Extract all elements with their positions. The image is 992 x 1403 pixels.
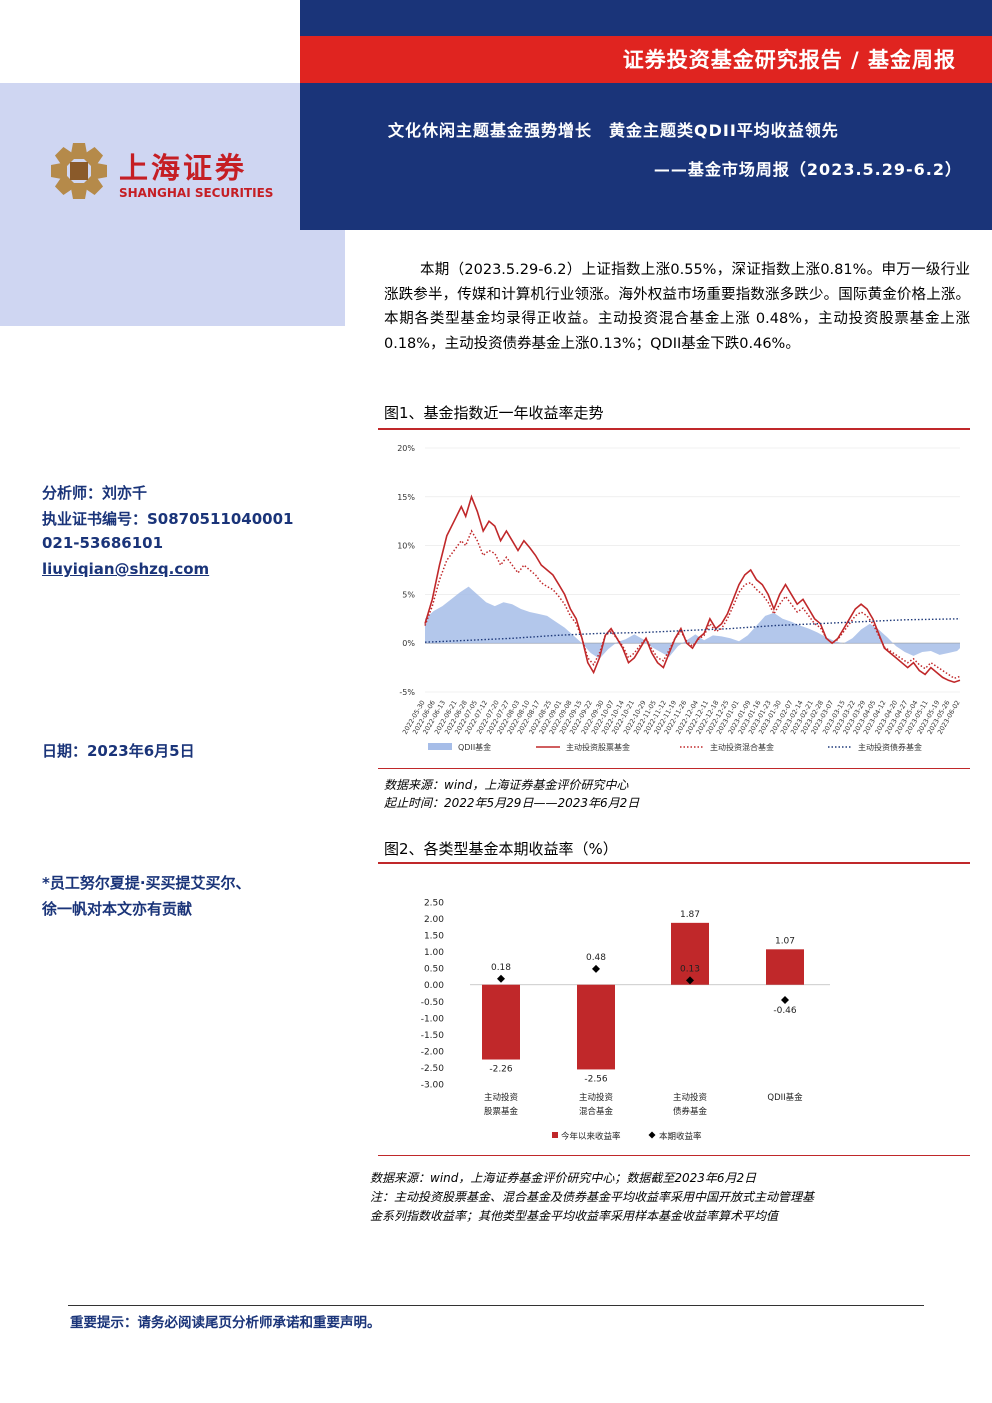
- category-label: 主动投资: [484, 1092, 519, 1103]
- y-tick-label: -3.00: [421, 1081, 445, 1091]
- category-label: 混合基金: [579, 1106, 614, 1117]
- category-label: 股票基金: [484, 1106, 519, 1117]
- fig1-bottom-rule: [378, 768, 970, 769]
- legend-label: 主动投资债券基金: [858, 742, 922, 752]
- legend-swatch-qdii: [428, 743, 452, 750]
- bar-value-label: -2.26: [489, 1065, 513, 1075]
- summary-paragraph: 本期（2023.5.29-6.2）上证指数上涨0.55%，深证指数上涨0.81%…: [384, 262, 970, 352]
- header-title-panel: [300, 83, 992, 230]
- y-tick-label: 1.50: [424, 932, 444, 942]
- marker-value-label: 0.13: [680, 964, 700, 974]
- bar-value-label: 1.87: [680, 910, 700, 920]
- fig2-note-line-2: 金系列指数收益率；其他类型基金平均收益率采用样本基金收益率算术平均值: [370, 1209, 779, 1223]
- series-line-mixed: [424, 529, 961, 680]
- marker-value-label: 0.48: [586, 953, 606, 963]
- category-label: 债券基金: [673, 1106, 708, 1117]
- bar-value-label: -2.56: [584, 1074, 608, 1084]
- y-tick-label: -2.00: [421, 1047, 445, 1057]
- bar-value-label: 1.07: [775, 936, 795, 946]
- y-tick-label: 0.50: [424, 965, 444, 975]
- y-tick-label: 20%: [397, 444, 415, 453]
- logo-name-en: SHANGHAI SECURITIES: [119, 186, 274, 200]
- marker-weekly-return: [592, 964, 600, 973]
- analyst-name: 分析师：刘亦千: [42, 484, 148, 502]
- legend-swatch-ytd: [552, 1132, 558, 1138]
- marker-weekly-return: [497, 974, 505, 983]
- legend-swatch-weekly: [648, 1131, 656, 1139]
- y-tick-label: 5%: [402, 590, 415, 599]
- company-logo-icon: [51, 143, 107, 199]
- legend-label: 主动投资混合基金: [710, 742, 774, 752]
- analyst-email-link[interactable]: liuyiqian@shzq.com: [42, 560, 210, 578]
- y-tick-label: 2.00: [424, 915, 444, 925]
- fig1-period: 起止时间：2022年5月29日——2023年6月2日: [384, 796, 640, 810]
- legend-label: 今年以来收益率: [561, 1131, 621, 1142]
- contributors-line-2: 徐一帆对本文亦有贡献: [42, 900, 193, 918]
- header-band-top: [300, 0, 992, 36]
- bar-ytd-return: [671, 922, 709, 985]
- y-tick-label: 1.00: [424, 948, 444, 958]
- report-title: 文化休闲主题基金强势增长 黄金主题类QDII平均收益领先: [388, 121, 839, 140]
- fig1-source: 数据来源：wind，上海证券基金评价研究中心: [384, 778, 629, 792]
- fig2-bottom-rule: [378, 1155, 970, 1156]
- bar-ytd-return: [577, 984, 615, 1070]
- legend-label: 本期收益率: [659, 1131, 702, 1142]
- logo-name-cn: 上海证券: [119, 151, 248, 185]
- y-tick-label: 0.00: [424, 981, 444, 991]
- y-tick-label: -0.50: [421, 998, 445, 1008]
- analyst-phone: 021-53686101: [42, 534, 164, 552]
- fig2-note-line-1: 注：主动投资股票基金、混合基金及债券基金平均收益率采用中国开放式主动管理基: [370, 1190, 815, 1204]
- contributors-line-1: *员工努尔夏提·买买提艾买尔、: [42, 874, 251, 892]
- marker-value-label: -0.46: [773, 1006, 797, 1016]
- header-red-band: [300, 36, 992, 83]
- y-tick-label: 10%: [397, 542, 415, 551]
- fig2-source: 数据来源：wind，上海证券基金评价研究中心；数据截至2023年6月2日: [370, 1171, 757, 1185]
- category-label: 主动投资: [579, 1092, 614, 1103]
- footer-disclaimer: 重要提示：请务必阅读尾页分析师承诺和重要声明。: [70, 1315, 381, 1331]
- fig1-line-chart: 20%15%10%5%0%-5%2022-05-302022-06-062022…: [397, 444, 962, 752]
- header-left-strip: [0, 230, 345, 326]
- legend-label: QDII基金: [458, 742, 491, 752]
- y-tick-label: -1.00: [421, 1014, 445, 1024]
- series-line-stock: [424, 494, 961, 684]
- analyst-cert: 执业证书编号：S0870511040001: [42, 510, 294, 528]
- marker-weekly-return: [686, 976, 694, 985]
- footer-rule: [68, 1305, 924, 1306]
- legend-label: 主动投资股票基金: [566, 742, 630, 752]
- y-tick-label: 2.50: [424, 899, 444, 909]
- fig1-title: 图1、基金指数近一年收益率走势: [384, 404, 604, 422]
- header-logo-panel: [0, 83, 300, 230]
- fig1-top-rule: [378, 428, 970, 430]
- series-area-qdii: [425, 586, 960, 659]
- marker-weekly-return: [781, 995, 789, 1004]
- bar-ytd-return: [482, 984, 520, 1060]
- series-title: 证券投资基金研究报告 / 基金周报: [622, 48, 956, 72]
- y-tick-label: -1.50: [421, 1031, 445, 1041]
- fig2-bar-chart: 2.50 2.00 1.50 1.00 0.50 0.00 -0.50 -1.00 -1.50 -…: [421, 899, 830, 1142]
- marker-value-label: 0.18: [491, 963, 511, 973]
- y-tick-label: -2.50: [421, 1064, 445, 1074]
- category-label: 主动投资: [673, 1092, 708, 1103]
- fig2-title: 图2、各类型基金本期收益率（%）: [384, 840, 618, 858]
- fig2-top-rule: [378, 862, 970, 864]
- y-tick-label: -5%: [399, 688, 415, 697]
- report-subtitle: ——基金市场周报（2023.5.29-6.2）: [653, 160, 962, 179]
- y-tick-label: 0%: [402, 639, 415, 648]
- y-tick-label: 15%: [397, 493, 415, 502]
- report-date: 日期：2023年6月5日: [42, 742, 195, 760]
- bar-ytd-return: [766, 949, 804, 985]
- category-label: QDII基金: [767, 1092, 803, 1103]
